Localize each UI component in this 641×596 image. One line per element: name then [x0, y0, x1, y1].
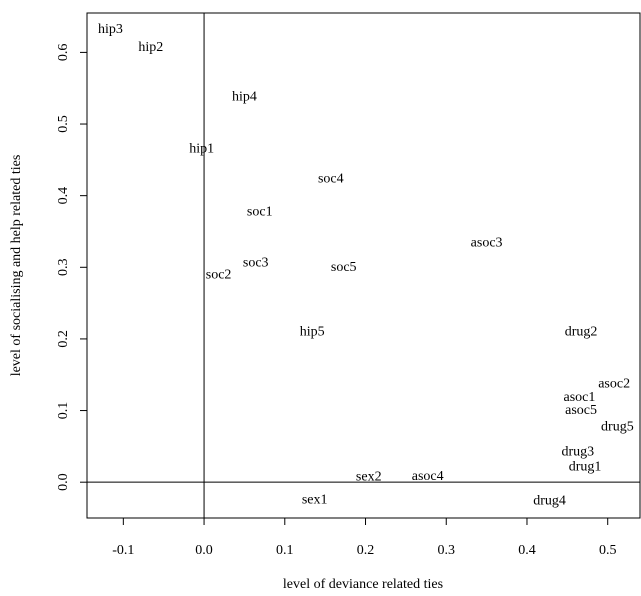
y-axis-title: level of socialising and help related ti… [9, 155, 24, 377]
point-labels: hip3 hip2 hip4 hip1 soc4 soc1 asoc3 soc3 soc5 soc… [98, 22, 634, 508]
point-label-asoc2: asoc2 [598, 377, 630, 392]
x-axis: -0.1 0.0 0.1 0.2 0.3 0.4 0.5 [112, 518, 616, 558]
point-label-sex2: sex2 [356, 470, 382, 485]
x-tick-label: -0.1 [112, 543, 134, 558]
x-tick-label: 0.2 [357, 543, 375, 558]
point-label-asoc1: asoc1 [564, 390, 596, 405]
y-tick-label: 0.1 [56, 402, 71, 420]
point-label-drug1: drug1 [569, 460, 602, 475]
point-label-hip4: hip4 [232, 89, 257, 104]
y-tick-label: 0.6 [56, 44, 71, 62]
plot-frame [86, 12, 641, 519]
point-label-soc2: soc2 [206, 268, 232, 283]
point-label-drug5: drug5 [601, 420, 634, 435]
point-label-asoc5: asoc5 [565, 403, 597, 418]
point-label-soc1: soc1 [247, 205, 273, 220]
point-label-hip5: hip5 [300, 324, 325, 339]
y-tick-label: 0.5 [56, 115, 71, 133]
point-label-soc5: soc5 [331, 260, 357, 275]
point-label-hip1: hip1 [189, 142, 214, 157]
point-label-hip3: hip3 [98, 22, 123, 37]
point-label-hip2: hip2 [138, 40, 163, 55]
point-label-soc3: soc3 [243, 255, 269, 270]
point-label-drug4: drug4 [533, 493, 566, 508]
y-tick-label: 0.2 [56, 330, 71, 348]
x-axis-title: level of deviance related ties [283, 577, 443, 592]
point-label-drug3: drug3 [562, 445, 595, 460]
y-tick-label: 0.0 [56, 473, 71, 491]
y-tick-label: 0.4 [56, 187, 71, 205]
y-tick-label: 0.3 [56, 259, 71, 277]
y-axis: 0.0 0.1 0.2 0.3 0.4 0.5 0.6 [56, 44, 87, 491]
x-tick-label: 0.5 [599, 543, 617, 558]
point-label-asoc4: asoc4 [412, 469, 444, 484]
point-label-soc4: soc4 [318, 172, 344, 187]
x-tick-label: 0.4 [518, 543, 536, 558]
x-tick-label: 0.0 [195, 543, 213, 558]
point-label-sex1: sex1 [302, 493, 328, 508]
point-label-drug2: drug2 [565, 324, 598, 339]
x-tick-label: 0.1 [276, 543, 294, 558]
x-tick-label: 0.3 [437, 543, 455, 558]
point-label-asoc3: asoc3 [471, 235, 503, 250]
